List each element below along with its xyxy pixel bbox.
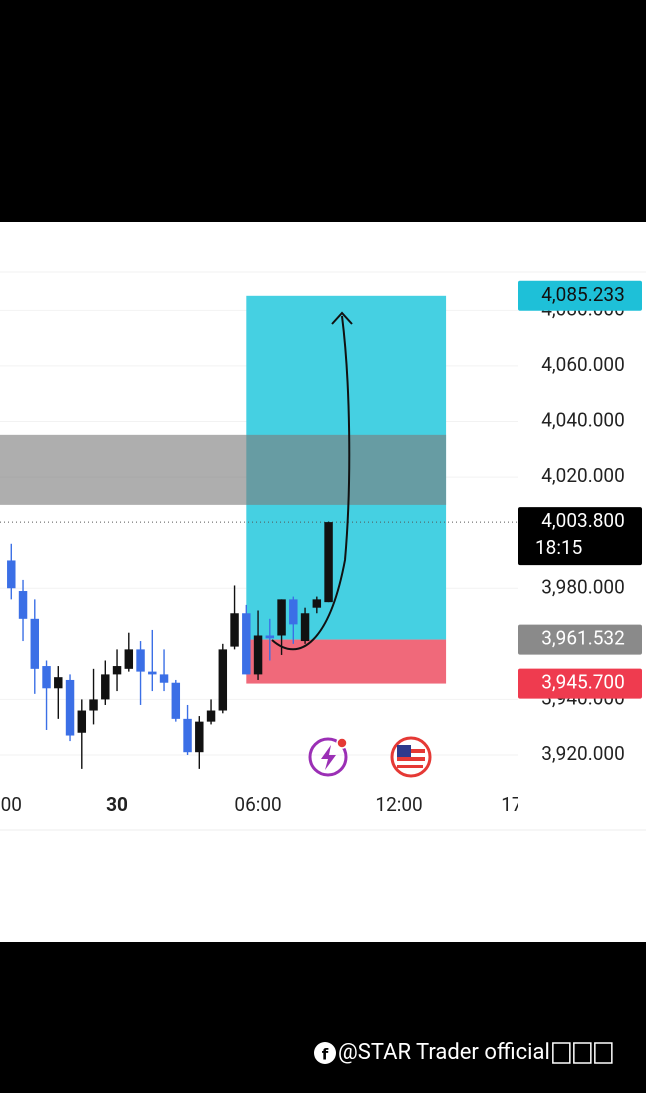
x-axis-labels: 00 30 06:00 12:00 17: (1, 793, 527, 816)
candle-body (112, 666, 122, 675)
candle-body (42, 666, 51, 689)
candle-body (218, 649, 228, 711)
candle-body (312, 599, 322, 608)
price-label: 3,945.700 (541, 671, 625, 694)
bottom-bar (0, 942, 646, 1093)
candle-body (54, 677, 63, 689)
price-label-time: 18:15 (535, 536, 582, 559)
candle-body (253, 635, 263, 675)
glyph-box (552, 1042, 571, 1064)
lightning-icon (308, 737, 348, 777)
candle-body (77, 710, 87, 733)
candle-body (148, 671, 157, 675)
candle-body (136, 649, 145, 672)
candle-body (230, 613, 239, 647)
x-tick-label: 00 (1, 793, 22, 816)
price-label-box (518, 507, 642, 566)
candle-body (324, 522, 333, 603)
candle-body (124, 649, 134, 669)
x-tick-label: 17: (501, 793, 527, 816)
arrow-head (331, 311, 353, 325)
y-tick-label: 3,920.000 (541, 742, 625, 765)
glyph-box (594, 1042, 613, 1064)
zone (246, 639, 447, 684)
projection-arrow (271, 315, 351, 651)
y-tick-label: 4,060.000 (541, 353, 625, 376)
candle-body (30, 618, 40, 669)
flag-icon (390, 736, 432, 778)
price-label-box (518, 624, 642, 655)
candle-body (195, 721, 204, 753)
price-label: 3,961.532 (541, 627, 625, 650)
zone (0, 434, 447, 505)
candle-body (101, 674, 110, 700)
candle-body (300, 613, 310, 642)
candle-body (206, 710, 216, 722)
axis: 3,920.0003,940.0003,980.0004,020.0004,04… (518, 280, 642, 765)
candle-body (265, 635, 275, 639)
price-label-box (518, 668, 642, 699)
y-tick-label: 4,020.000 (541, 464, 625, 487)
price-label-box (518, 280, 642, 311)
svg-text:f: f (322, 1046, 329, 1064)
price-label: 4,003.800 (541, 509, 625, 532)
watermark: f @STAR Trader official (314, 1040, 613, 1065)
candle-body (277, 599, 286, 636)
x-tick-label: 30 (106, 793, 128, 816)
top-bar (0, 0, 646, 222)
x-tick-label: 12:00 (375, 793, 422, 816)
candle-body (183, 718, 192, 753)
candle-body (89, 699, 98, 711)
glyph-box (573, 1042, 592, 1064)
candle-body (159, 674, 169, 683)
candle-body (289, 599, 298, 625)
candle-body (7, 560, 16, 589)
x-tick-label: 06:00 (234, 793, 281, 816)
y-tick-label: 3,980.000 (541, 575, 625, 598)
candle-body (242, 613, 251, 675)
candle-body (65, 679, 75, 736)
y-tick-label: 4,040.000 (541, 409, 625, 432)
candle-body (171, 682, 181, 719)
price-label: 4,085.233 (541, 283, 625, 306)
candle-body (18, 591, 28, 619)
watermark-text: @STAR Trader official (338, 1040, 550, 1065)
